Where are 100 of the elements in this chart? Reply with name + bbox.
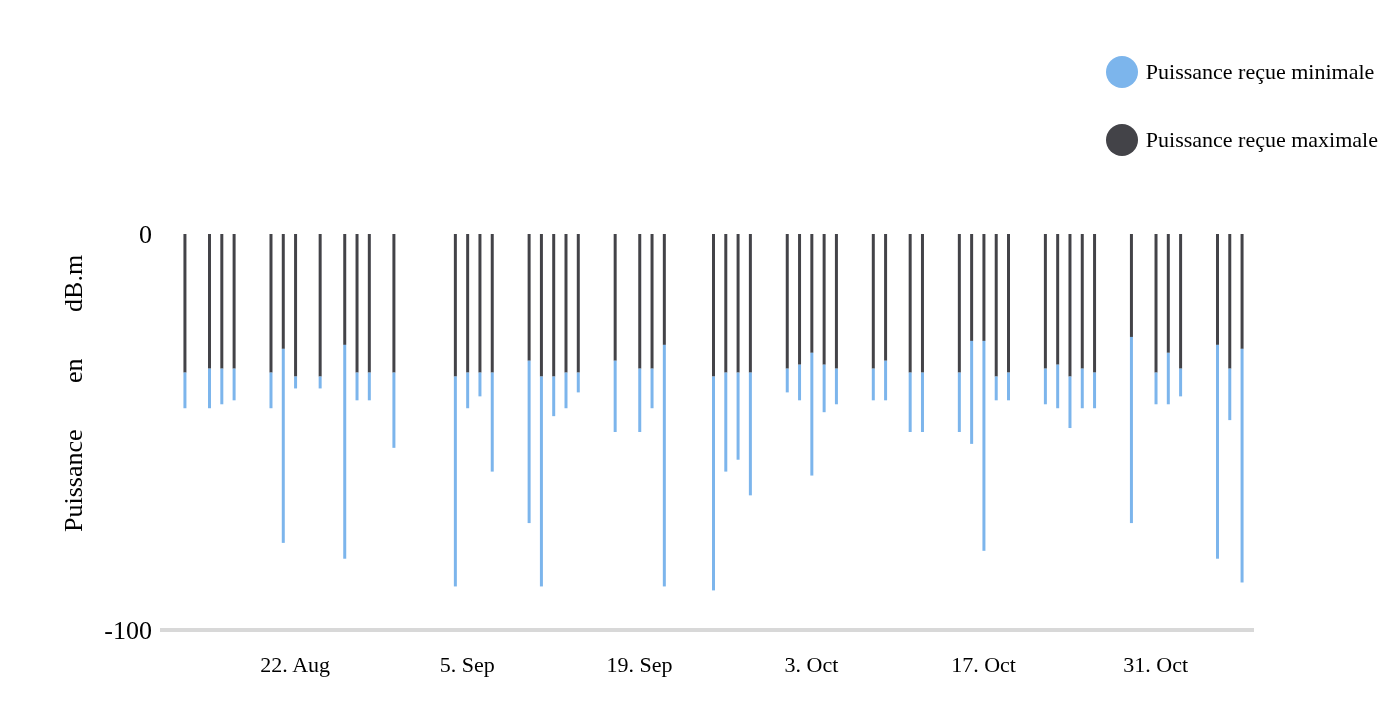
- bar: [1043, 234, 1047, 369]
- x-tick-label: 3. Oct: [784, 651, 839, 677]
- x-tick-label: 31. Oct: [1123, 651, 1189, 677]
- bar: [712, 376, 715, 591]
- bar: [1166, 352, 1170, 405]
- bar: [920, 372, 924, 432]
- bar: [269, 234, 273, 373]
- legend-label: Puissance reçue maximale: [1145, 127, 1378, 153]
- bar: [281, 348, 285, 543]
- bar: [232, 234, 236, 369]
- bar: [343, 344, 347, 559]
- bar: [994, 376, 998, 401]
- bar: [957, 372, 961, 432]
- bar: [453, 234, 457, 377]
- bar: [1080, 368, 1084, 409]
- bar: [650, 234, 654, 369]
- bar: [920, 234, 924, 373]
- bar: [281, 234, 285, 349]
- bar: [1080, 234, 1084, 369]
- bar: [490, 372, 494, 472]
- bar: [1043, 368, 1047, 405]
- bar: [748, 234, 752, 373]
- bar: [908, 234, 912, 373]
- y-tick-label: 0: [139, 220, 152, 250]
- bar: [1129, 336, 1133, 524]
- bar: [1056, 364, 1060, 409]
- bar: [318, 234, 322, 377]
- bar: [638, 368, 642, 432]
- bar: [871, 234, 875, 369]
- bar: [1240, 348, 1244, 583]
- bar: [1228, 234, 1232, 369]
- bar: [183, 234, 187, 373]
- bar: [220, 368, 224, 405]
- bar: [367, 234, 371, 373]
- x-tick-label: 19. Sep: [606, 651, 673, 677]
- bar: [478, 372, 482, 397]
- bar: [1093, 372, 1097, 409]
- bar: [1129, 234, 1133, 337]
- x-tick-label: 5. Sep: [439, 651, 495, 677]
- bar: [1215, 234, 1219, 345]
- bar: [1179, 234, 1183, 369]
- bar: [539, 234, 543, 377]
- bar: [736, 234, 740, 373]
- bar: [650, 368, 654, 409]
- bar: [1068, 234, 1072, 377]
- bar: [982, 234, 986, 341]
- bar: [552, 234, 556, 377]
- bar: [343, 234, 347, 345]
- bar: [527, 234, 531, 361]
- bar: [982, 340, 986, 551]
- bar: [539, 376, 543, 587]
- bar: [1215, 344, 1219, 559]
- bar: [613, 360, 617, 432]
- bar: [662, 234, 666, 345]
- bar: [613, 234, 617, 361]
- bar: [724, 234, 728, 373]
- bar: [576, 234, 580, 373]
- bar: [576, 372, 580, 393]
- bar: [1068, 376, 1072, 429]
- bar: [355, 234, 359, 373]
- bar: [810, 352, 814, 476]
- bar: [908, 372, 912, 432]
- bar: [367, 372, 371, 401]
- y-tick-label: -100: [104, 616, 152, 646]
- bar: [490, 234, 494, 373]
- bar: [294, 376, 298, 389]
- bar: [318, 376, 322, 389]
- legend-label: Puissance reçue minimale: [1145, 59, 1375, 85]
- bar: [552, 376, 556, 417]
- bar: [798, 234, 802, 365]
- bar: [822, 234, 826, 365]
- bar: [822, 364, 826, 413]
- bar: [724, 372, 728, 472]
- bar: [736, 372, 740, 460]
- bar: [662, 344, 666, 587]
- bar: [810, 234, 814, 353]
- bar: [1166, 234, 1170, 353]
- bar: [1007, 234, 1011, 373]
- bar: [970, 234, 974, 341]
- x-tick-label: 22. Aug: [260, 651, 331, 677]
- bar: [564, 372, 568, 409]
- bar: [1179, 368, 1183, 397]
- bar: [527, 360, 531, 524]
- bar: [208, 368, 212, 409]
- bar: [785, 368, 789, 393]
- bar: [355, 372, 359, 401]
- bar: [392, 372, 396, 448]
- bar: [884, 234, 888, 361]
- bar: [798, 364, 802, 401]
- bar: [884, 360, 888, 401]
- bar: [748, 372, 752, 496]
- bar: [183, 372, 187, 409]
- bar: [785, 234, 789, 369]
- bar: [1056, 234, 1060, 365]
- bar: [994, 234, 998, 377]
- bar: [294, 234, 298, 377]
- bar: [466, 372, 470, 409]
- bar: [871, 368, 875, 401]
- bar: [220, 234, 224, 369]
- bar: [478, 234, 482, 373]
